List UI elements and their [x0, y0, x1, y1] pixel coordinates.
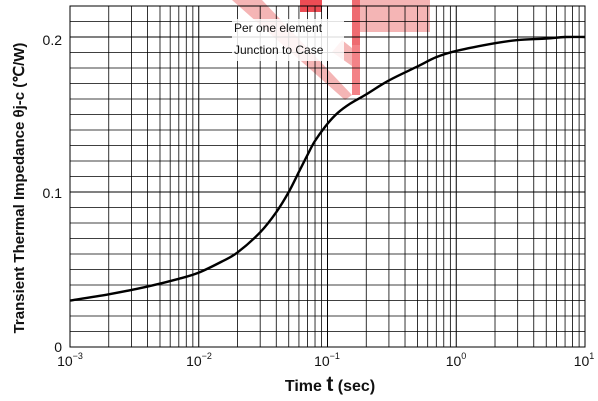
x-tick-label-1e-2: 10−2 — [186, 351, 212, 369]
annotation-background — [232, 19, 344, 61]
y-tick-label-0: 0 — [54, 339, 62, 355]
annotation-junction-to-case: Junction to Case — [234, 43, 324, 57]
series-line-0 — [69, 35, 586, 302]
x-tick-label-1e0: 100 — [446, 351, 467, 369]
y-tick-label-0.1: 0.1 — [43, 185, 63, 201]
watermark-shape-4 — [352, 0, 360, 95]
x-tick-label-1e-1: 10−1 — [314, 351, 340, 369]
x-tick-label-1e1: 101 — [574, 351, 595, 369]
y-tick-labels: 0 0.1 0.2 — [43, 32, 63, 355]
y-axis-label: Transient Thermal Impedance θj-c (℃/W) — [11, 43, 28, 334]
data-line — [69, 35, 586, 302]
annotation-per-element: Per one element — [234, 21, 323, 35]
x-tick-label-1e-3: 10−3 — [57, 351, 83, 369]
x-tick-labels: 10−3 10−2 10−1 100 101 — [57, 351, 594, 369]
x-axis-label: Time t (sec) — [285, 373, 375, 396]
y-tick-label-0.2: 0.2 — [43, 32, 63, 48]
watermark-shape-2 — [330, 0, 430, 45]
plot-frame — [69, 5, 586, 348]
annotations: Per one element Junction to Case — [232, 19, 344, 61]
